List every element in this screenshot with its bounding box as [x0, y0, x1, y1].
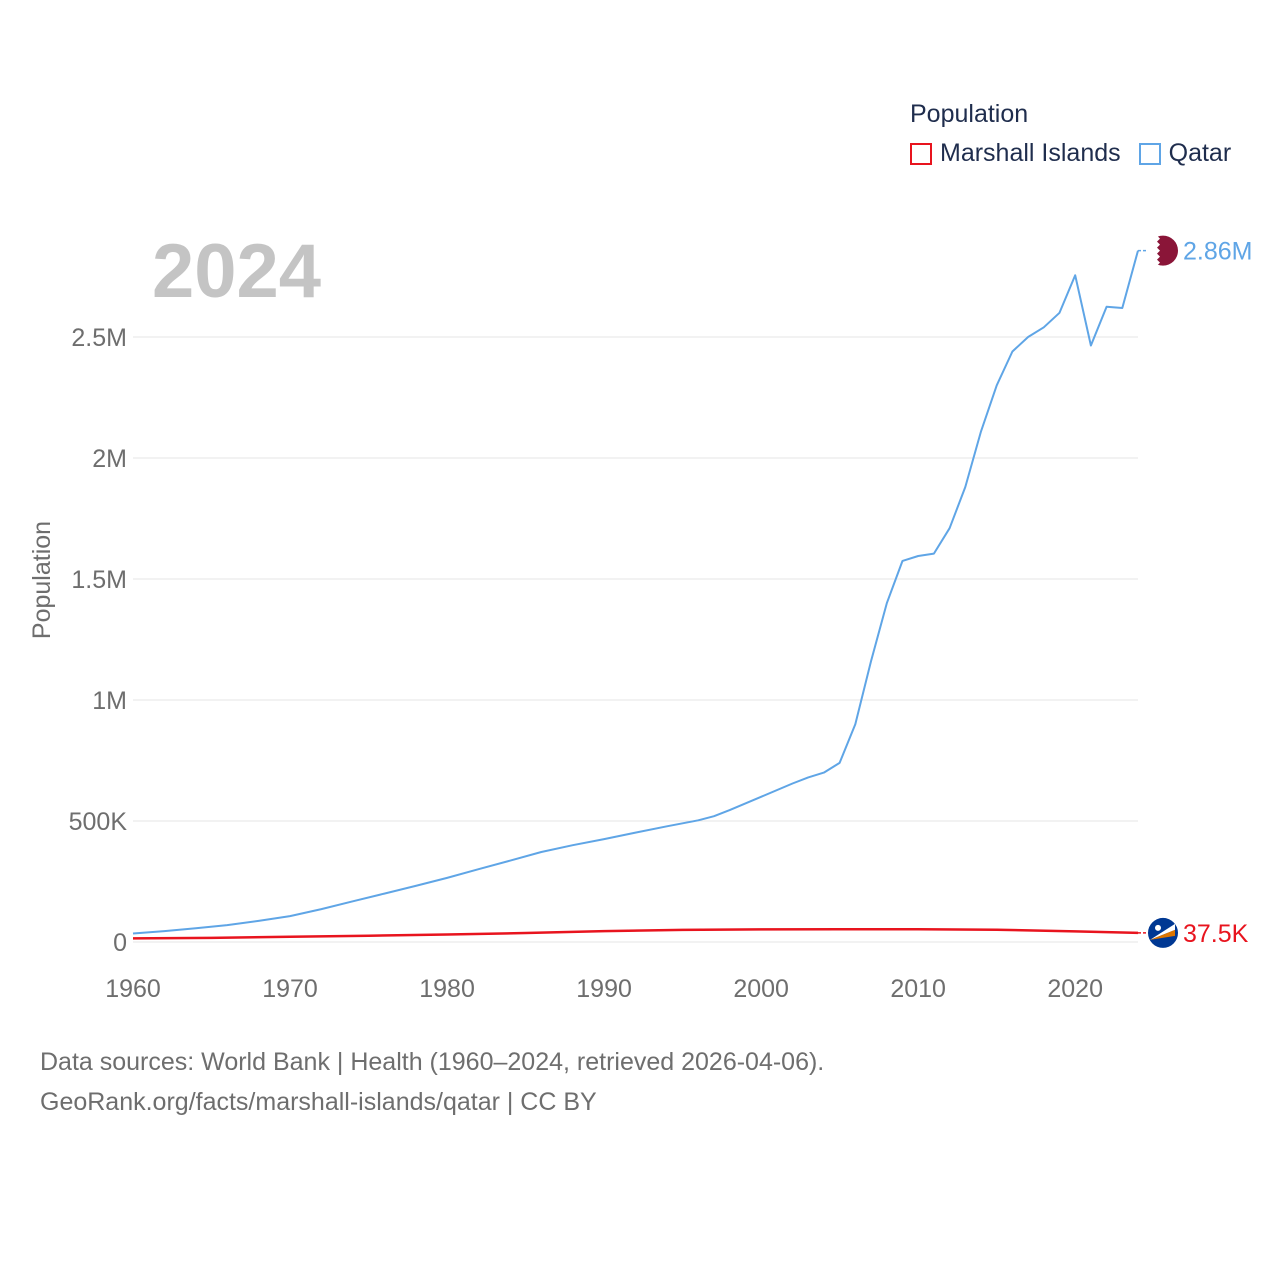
- x-tick-label: 2020: [1047, 975, 1103, 1003]
- legend-label-marshall-islands: Marshall Islands: [940, 139, 1121, 167]
- legend-item-qatar[interactable]: Qatar: [1138, 139, 1232, 168]
- y-tick-label: 1.5M: [71, 566, 127, 594]
- legend-swatch-qatar: [1138, 142, 1161, 165]
- y-tick-label: 2M: [92, 445, 127, 473]
- qatar-flag-icon: [1148, 235, 1178, 266]
- legend-label-qatar: Qatar: [1168, 139, 1232, 167]
- x-tick-label: 2000: [733, 975, 789, 1003]
- source-url-text: GeoRank.org/facts/marshall-islands/qatar…: [40, 1088, 597, 1116]
- footer: Data sources: World Bank | Health (1960–…: [40, 1042, 824, 1122]
- y-axis-label: Population: [28, 521, 56, 639]
- end-value-label-marshall-islands: 37.5K: [1183, 920, 1249, 948]
- x-tick-label: 1980: [419, 975, 475, 1003]
- series-line-qatar: [132, 250, 1139, 935]
- legend-title: Population: [910, 100, 1029, 128]
- y-tick-label: 1M: [92, 687, 127, 715]
- legend-item-marshall-islands[interactable]: Marshall Islands: [910, 139, 1121, 168]
- year-label: 2024: [152, 229, 322, 314]
- x-tick-label: 1990: [576, 975, 632, 1003]
- end-value-label-qatar: 2.86M: [1183, 238, 1252, 266]
- line-chart: 0 500K 1M 1.5M 2M 2.5M 1960 1970 1980 1990 2000 20…: [28, 235, 1252, 1003]
- marshall-islands-flag-icon: [1148, 917, 1178, 948]
- x-tick-label: 2010: [890, 975, 946, 1003]
- x-tick-label: 1970: [262, 975, 318, 1003]
- legend-swatch-marshall-islands: [910, 142, 932, 165]
- y-tick-label: 0: [113, 929, 127, 957]
- y-tick-label: 2.5M: [71, 324, 127, 352]
- series-line-marshall-islands: [132, 927, 1139, 940]
- x-tick-label: 1960: [105, 975, 161, 1003]
- data-sources-text: Data sources: World Bank | Health (1960–…: [40, 1048, 825, 1076]
- legend: Population Marshall Islands Qatar: [910, 100, 1249, 168]
- y-tick-label: 500K: [69, 808, 128, 836]
